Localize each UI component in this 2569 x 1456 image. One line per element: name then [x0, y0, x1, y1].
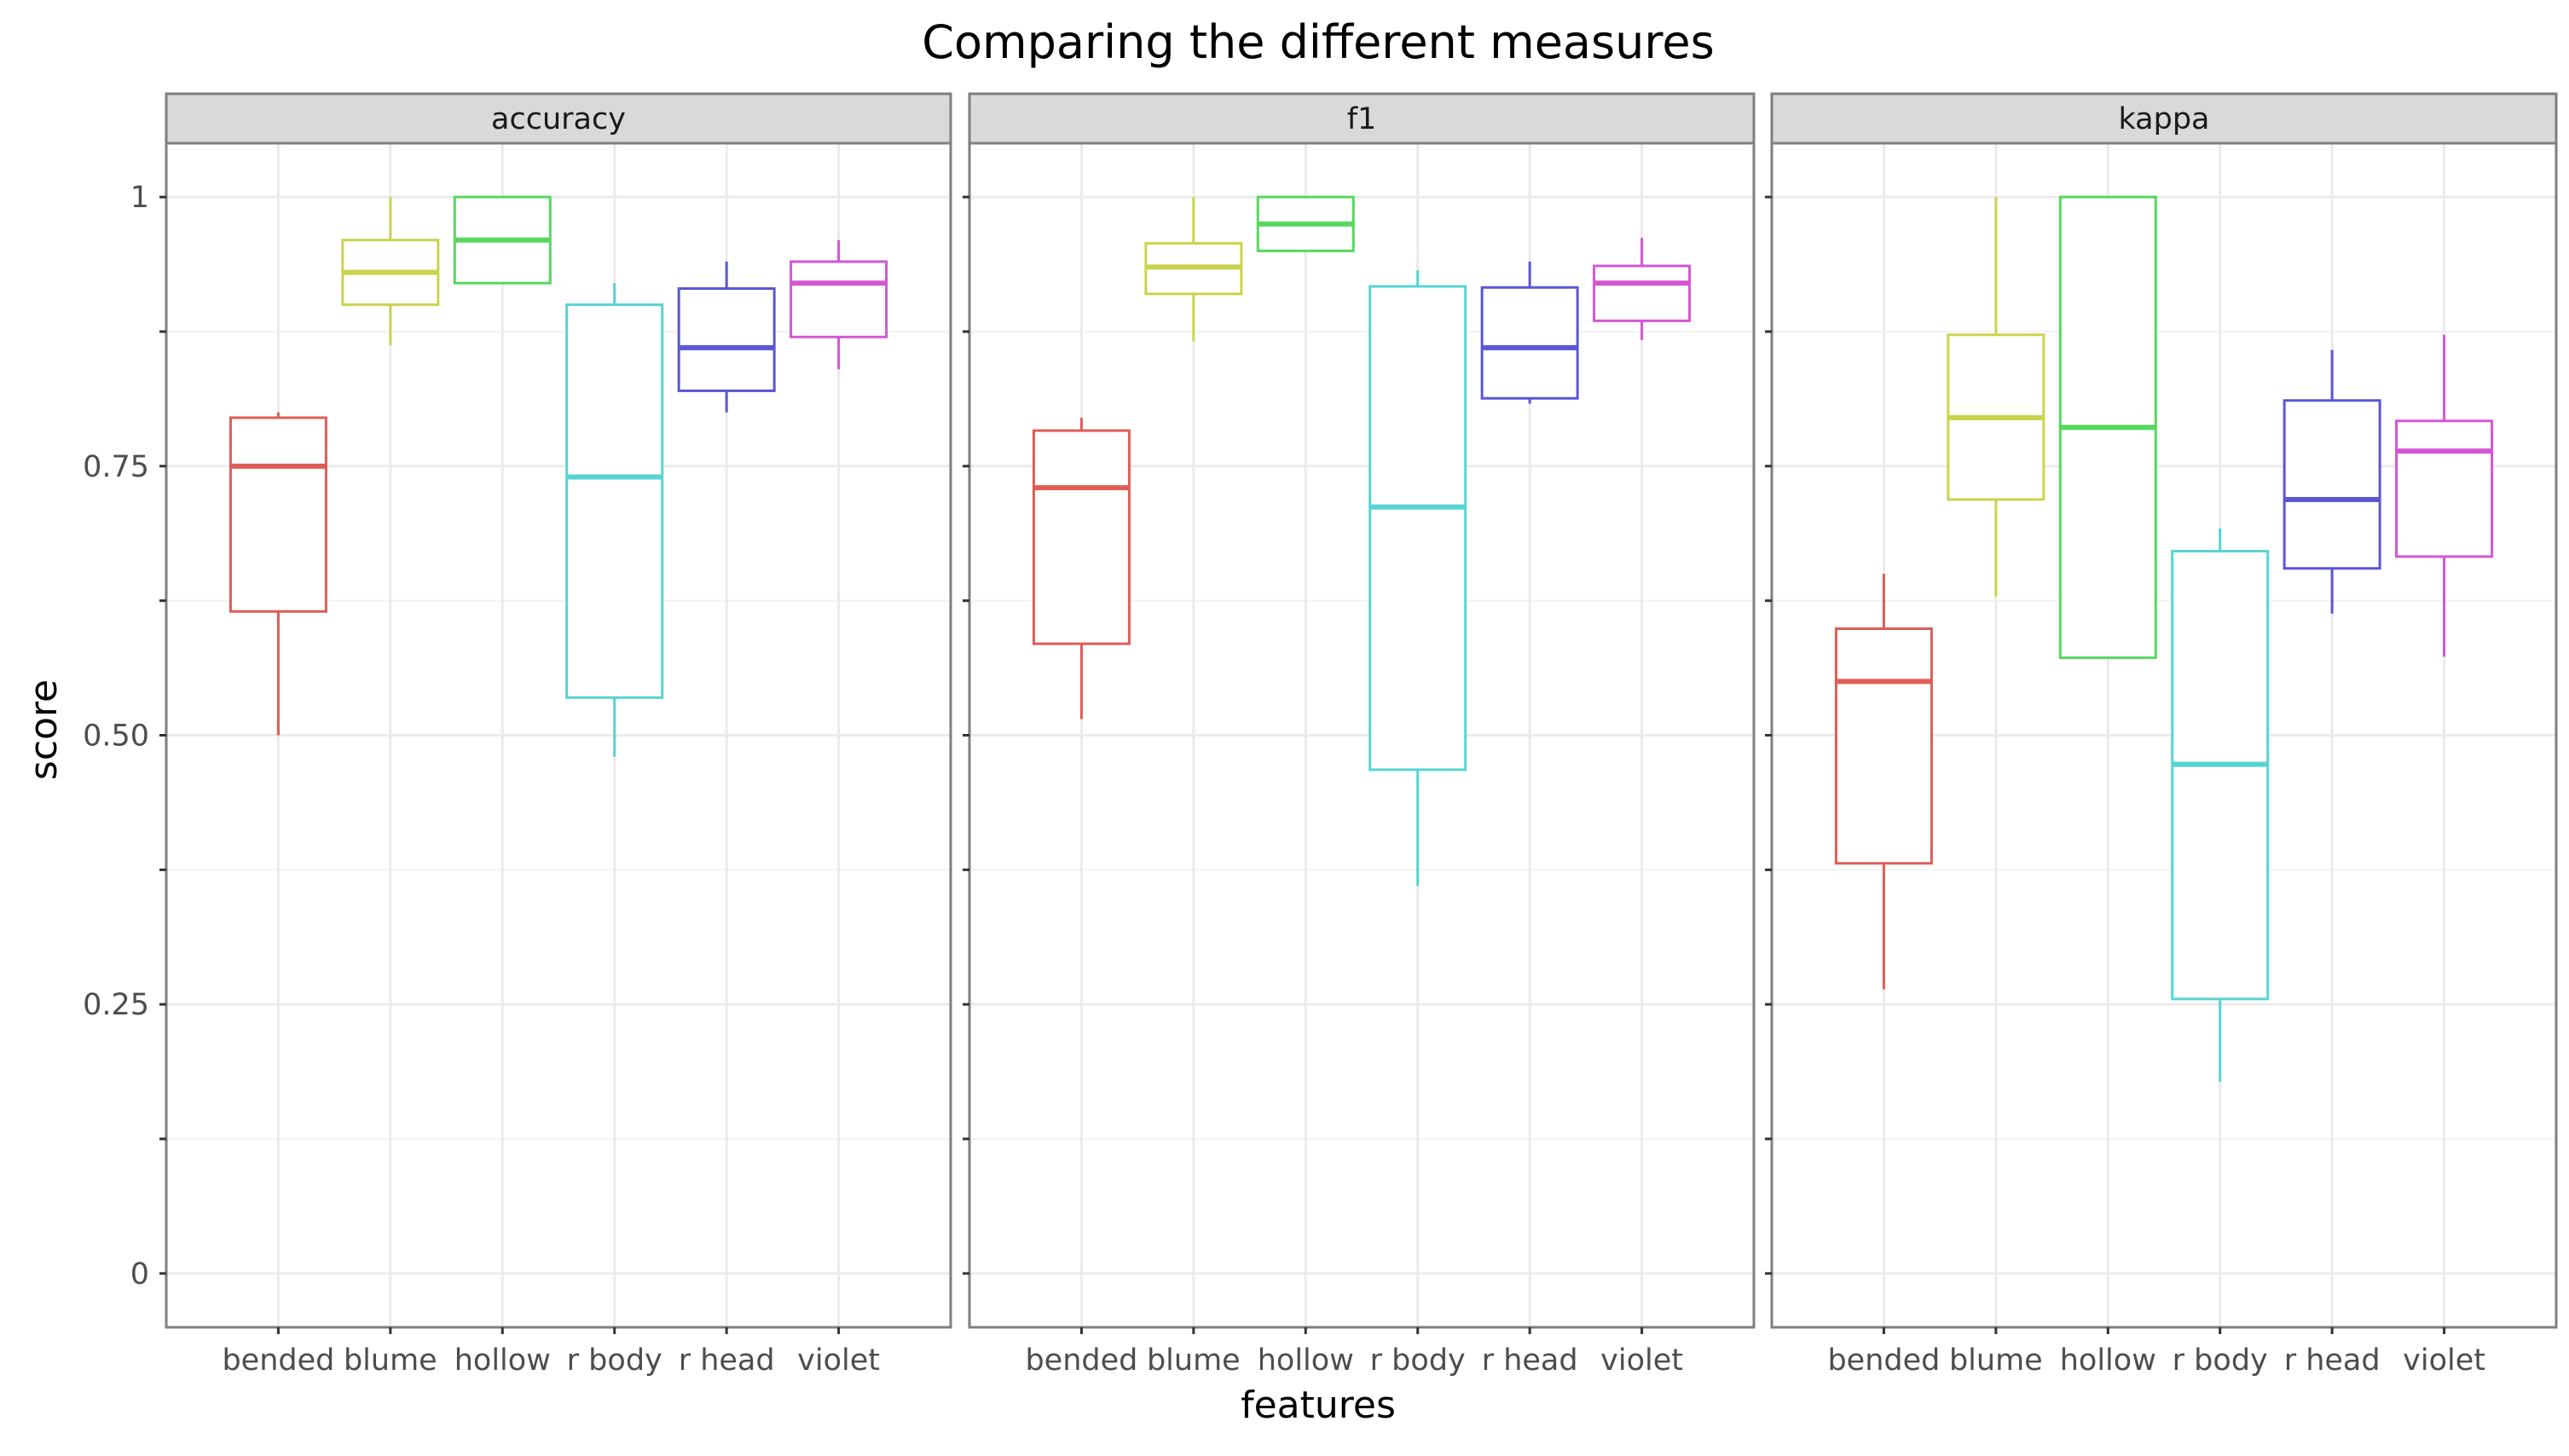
box-kappa-r-head: [2283, 350, 2381, 614]
box-kappa-hollow: [2058, 195, 2157, 660]
box-kappa-bended: [1834, 574, 1933, 990]
x-tick-label: bended: [1827, 1343, 1940, 1378]
y-tick-label: 0.50: [83, 719, 149, 754]
y-tick-label: 0.25: [83, 988, 149, 1022]
box-iqr: [1834, 627, 1933, 865]
x-tick-label: blume: [344, 1343, 437, 1378]
box-accuracy-bended: [229, 412, 327, 736]
facet-strip-accuracy: [165, 92, 952, 145]
x-axis-title: features: [1241, 1384, 1396, 1427]
box-iqr: [229, 416, 327, 613]
box-accuracy-hollow: [453, 195, 552, 285]
x-tick-label: r body: [1370, 1343, 1466, 1378]
box-f1-bended: [1032, 417, 1131, 719]
x-tick-label: r body: [2173, 1343, 2268, 1378]
x-tick-label: bended: [1025, 1343, 1137, 1378]
x-tick-label: r head: [679, 1343, 775, 1378]
y-axis-title: score: [22, 679, 66, 780]
box-iqr: [790, 260, 888, 338]
x-tick-label: violet: [1600, 1343, 1683, 1378]
box-iqr: [1032, 429, 1131, 645]
x-tick-label: blume: [1949, 1343, 2043, 1378]
y-tick-label: 0.75: [83, 450, 149, 484]
box-kappa-r-body: [2171, 529, 2270, 1083]
x-tick-label: violet: [2403, 1343, 2485, 1378]
box-accuracy-blume: [341, 197, 440, 346]
x-tick-label: r body: [567, 1343, 663, 1378]
box-f1-violet: [1593, 238, 1692, 341]
y-tick-label: 0: [130, 1257, 149, 1291]
facet-panels: accuracy bended blume hollow r body r head vio…: [83, 92, 2558, 1378]
facet-strip-kappa: [1770, 92, 2558, 145]
box-iqr: [565, 303, 664, 699]
box-iqr: [1480, 286, 1579, 400]
box-iqr: [2283, 399, 2381, 570]
box-accuracy-r-body: [565, 283, 664, 757]
box-iqr: [677, 286, 776, 392]
box-iqr: [2395, 419, 2494, 558]
x-tick-label: r head: [1482, 1343, 1578, 1378]
facet-strip-label-accuracy: accuracy: [491, 102, 626, 136]
box-kappa-blume: [1947, 197, 2045, 597]
x-tick-label: blume: [1147, 1343, 1241, 1378]
box-iqr: [1368, 285, 1467, 771]
chart-title: Comparing the different measures: [922, 15, 1715, 69]
x-tick-label: r head: [2284, 1343, 2381, 1378]
box-accuracy-r-head: [677, 261, 776, 413]
x-tick-label: hollow: [2060, 1343, 2156, 1378]
y-tick-label: 1: [130, 181, 149, 215]
x-tick-label: hollow: [1258, 1343, 1354, 1378]
box-iqr: [2171, 550, 2270, 1001]
box-f1-r-head: [1480, 261, 1579, 404]
box-f1-hollow: [1256, 195, 1355, 252]
box-f1-r-body: [1368, 270, 1467, 887]
box-accuracy-violet: [790, 240, 888, 370]
box-iqr: [1593, 264, 1692, 322]
x-tick-label: violet: [797, 1343, 880, 1378]
facet-strip-label-kappa: kappa: [2119, 102, 2210, 136]
box-f1-blume: [1144, 197, 1243, 342]
x-tick-label: hollow: [454, 1343, 551, 1378]
x-tick-label: bended: [222, 1343, 334, 1378]
box-kappa-violet: [2395, 334, 2494, 657]
facet-strip-label-f1: f1: [1347, 102, 1377, 136]
